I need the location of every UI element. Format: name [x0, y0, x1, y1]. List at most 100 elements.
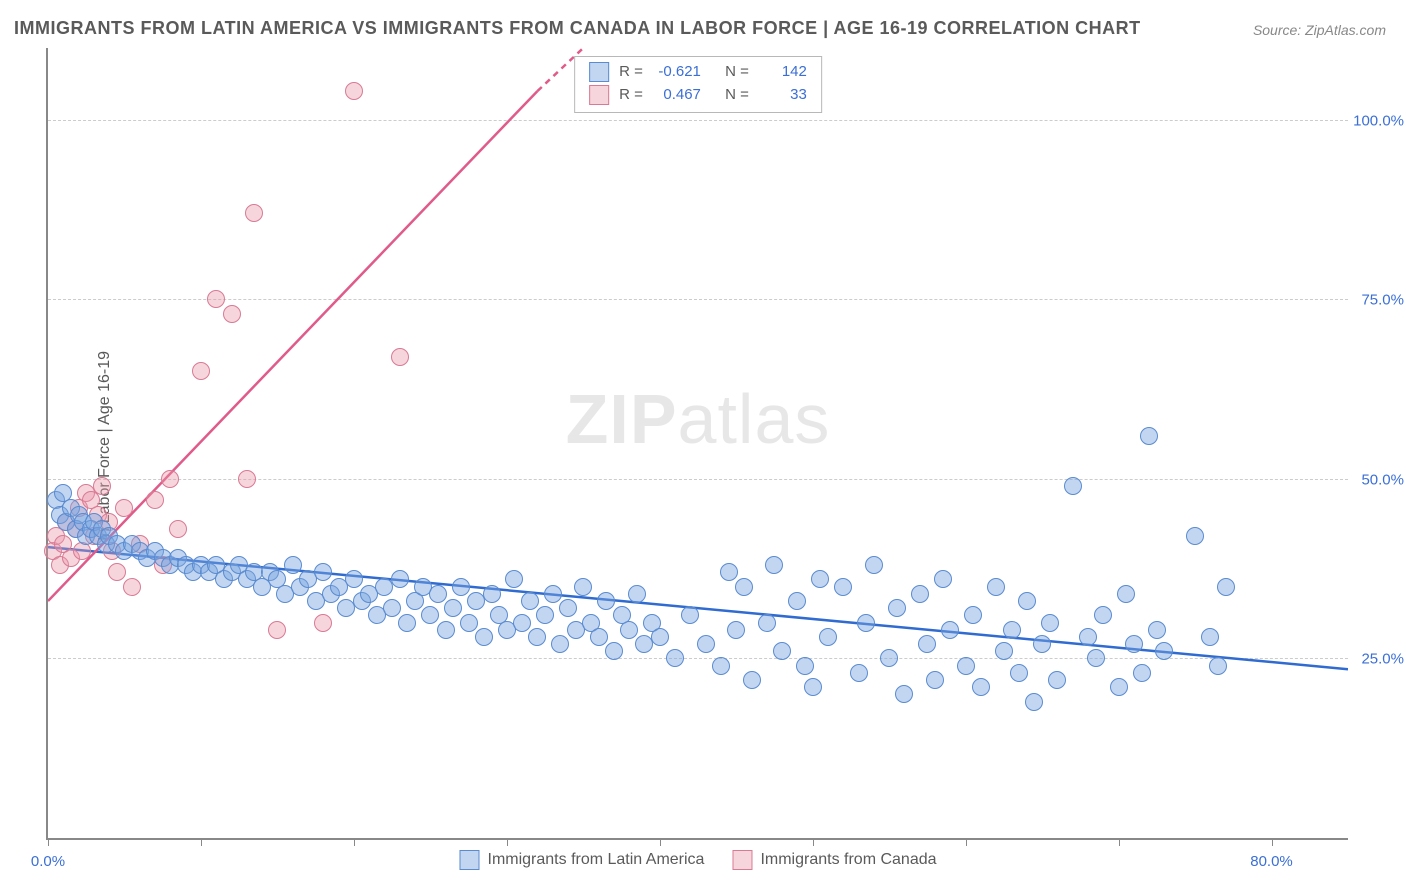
- dot-latin: [536, 606, 554, 624]
- dot-latin: [1140, 427, 1158, 445]
- x-tick-label: 0.0%: [31, 853, 65, 870]
- y-tick-label: 50.0%: [1361, 471, 1404, 488]
- dot-latin: [666, 649, 684, 667]
- dot-canada: [268, 621, 286, 639]
- dot-canada: [161, 470, 179, 488]
- dot-latin: [444, 599, 462, 617]
- dot-latin: [743, 671, 761, 689]
- dot-latin: [765, 556, 783, 574]
- dot-latin: [651, 628, 669, 646]
- dot-latin: [895, 685, 913, 703]
- swatch-canada: [589, 85, 609, 105]
- dot-latin: [1148, 621, 1166, 639]
- legend-bottom: Immigrants from Latin America Immigrants…: [459, 850, 936, 870]
- dot-canada: [169, 520, 187, 538]
- dot-latin: [398, 614, 416, 632]
- trendline-canada: [48, 91, 537, 601]
- stats-row-canada: R = 0.467 N = 33: [589, 84, 807, 107]
- dot-latin: [284, 556, 302, 574]
- plot-area: ZIPatlas 25.0%50.0%75.0%100.0% 0.0%80.0%…: [46, 48, 1348, 840]
- dot-latin: [1209, 657, 1227, 675]
- stats-legend-box: R = -0.621 N = 142 R = 0.467 N = 33: [574, 56, 822, 113]
- dot-latin: [1087, 649, 1105, 667]
- dot-latin: [1033, 635, 1051, 653]
- watermark-zip: ZIP: [566, 380, 678, 458]
- dot-latin: [345, 570, 363, 588]
- dot-latin: [957, 657, 975, 675]
- dot-latin: [865, 556, 883, 574]
- dot-latin: [911, 585, 929, 603]
- dot-latin: [1133, 664, 1151, 682]
- dot-canada: [223, 305, 241, 323]
- dot-latin: [1003, 621, 1021, 639]
- dot-latin: [1125, 635, 1143, 653]
- dot-latin: [1217, 578, 1235, 596]
- dot-latin: [421, 606, 439, 624]
- dot-latin: [597, 592, 615, 610]
- dot-canada: [345, 82, 363, 100]
- legend-item-latin: Immigrants from Latin America: [459, 850, 704, 870]
- chart-title: IMMIGRANTS FROM LATIN AMERICA VS IMMIGRA…: [14, 18, 1141, 39]
- dot-latin: [1186, 527, 1204, 545]
- dot-latin: [972, 678, 990, 696]
- dot-latin: [720, 563, 738, 581]
- dot-latin: [697, 635, 715, 653]
- dot-latin: [429, 585, 447, 603]
- dot-latin: [574, 578, 592, 596]
- swatch-latin: [459, 850, 479, 870]
- dot-latin: [681, 606, 699, 624]
- dot-latin: [773, 642, 791, 660]
- dot-latin: [1110, 678, 1128, 696]
- legend-label-canada: Immigrants from Canada: [760, 851, 936, 869]
- dot-latin: [888, 599, 906, 617]
- y-tick-label: 25.0%: [1361, 651, 1404, 668]
- n-label: N =: [725, 84, 749, 107]
- dot-latin: [513, 614, 531, 632]
- dot-latin: [460, 614, 478, 632]
- stats-row-latin: R = -0.621 N = 142: [589, 61, 807, 84]
- dot-latin: [437, 621, 455, 639]
- source-attribution: Source: ZipAtlas.com: [1253, 22, 1386, 38]
- dot-latin: [391, 570, 409, 588]
- y-tick-label: 75.0%: [1361, 292, 1404, 309]
- dot-latin: [475, 628, 493, 646]
- dot-canada: [207, 290, 225, 308]
- dot-canada: [192, 362, 210, 380]
- dot-canada: [314, 614, 332, 632]
- dot-latin: [1041, 614, 1059, 632]
- dot-canada: [108, 563, 126, 581]
- dot-latin: [452, 578, 470, 596]
- watermark-atlas: atlas: [678, 380, 831, 458]
- dot-latin: [628, 585, 646, 603]
- dot-latin: [918, 635, 936, 653]
- n-value-canada: 33: [759, 84, 807, 107]
- dot-latin: [528, 628, 546, 646]
- swatch-latin: [589, 62, 609, 82]
- legend-label-latin: Immigrants from Latin America: [487, 851, 704, 869]
- dot-latin: [1010, 664, 1028, 682]
- dot-latin: [819, 628, 837, 646]
- x-tick-label: 80.0%: [1250, 853, 1293, 870]
- dot-latin: [620, 621, 638, 639]
- dot-latin: [995, 642, 1013, 660]
- dot-latin: [941, 621, 959, 639]
- r-label: R =: [619, 84, 643, 107]
- dot-canada: [123, 578, 141, 596]
- dot-latin: [811, 570, 829, 588]
- n-value-latin: 142: [759, 61, 807, 84]
- dot-latin: [544, 585, 562, 603]
- dot-latin: [1117, 585, 1135, 603]
- dot-latin: [834, 578, 852, 596]
- dot-canada: [93, 477, 111, 495]
- dot-latin: [590, 628, 608, 646]
- dot-latin: [712, 657, 730, 675]
- dot-latin: [383, 599, 401, 617]
- dot-latin: [1201, 628, 1219, 646]
- dot-latin: [551, 635, 569, 653]
- watermark: ZIPatlas: [566, 379, 831, 459]
- n-label: N =: [725, 61, 749, 84]
- dot-latin: [850, 664, 868, 682]
- dot-canada: [245, 204, 263, 222]
- dot-latin: [758, 614, 776, 632]
- dot-latin: [483, 585, 501, 603]
